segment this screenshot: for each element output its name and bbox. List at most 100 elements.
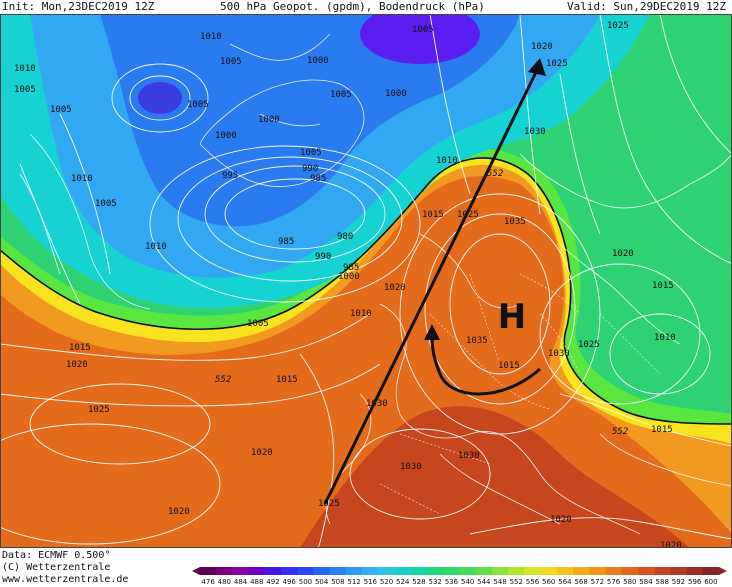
isobar-label: 1020 [660,541,682,548]
isobar-label: 1000 [215,131,237,141]
website-link[interactable]: www.wetterzentrale.de [2,574,129,585]
isobar-label: 1025 [318,499,340,509]
legend-tick-label: 484 [234,578,248,585]
isobar-label: 1020 [168,507,190,517]
map-header: Init: Mon,23DEC2019 12Z 500 hPa Geopot. … [0,0,732,14]
legend-tick-label: 488 [250,578,263,585]
curved-arrow-head [424,324,440,340]
legend-tick-label: 572 [591,578,604,585]
legend-swatch [297,567,315,575]
isobar-labels: 1010 1010 1005 1005 1005 1005 1000 1005 … [14,21,682,548]
legend-tick-label: 492 [266,578,279,585]
field-purple-low [360,14,480,64]
legend-tick-label: 524 [396,578,410,585]
legend-swatch [524,567,542,575]
legend-swatch [508,567,525,575]
isobar-label: 1020 [66,360,88,370]
legend-swatch [621,567,639,575]
legend-tick-label: 568 [574,578,587,585]
data-source: Data: ECMWF 0.500° [2,550,111,561]
legend-swatch [264,567,282,575]
legend-tick-label: 536 [445,578,459,585]
isobar-label: 1005 [330,90,352,100]
legend-arrow-left [192,567,200,575]
isobar-label: 1010 [145,242,167,252]
isobar-label: 1020 [550,515,572,525]
isobar-label: 1025 [578,340,600,350]
isobar-label: 985 [343,263,359,273]
legend-swatch [654,567,671,575]
isobar-label: 985 [310,174,326,184]
legend-tick-label: 552 [510,578,523,585]
legend-swatch [394,567,412,575]
legend-swatch [427,567,444,575]
legend-swatch [670,567,688,575]
legend-swatch [329,567,347,575]
legend-arrow-right [719,567,727,575]
legend-swatch [459,567,477,575]
copyright: (C) Wetterzentrale [2,562,111,573]
isobar-label: 1020 [384,283,406,293]
legend-swatch [232,567,250,575]
legend-tick-label: 544 [477,578,491,585]
isobar-label: 1030 [400,462,422,472]
isobar-label: 990 [315,252,331,262]
legend-tick-label: 532 [428,578,441,585]
isobar-label: 1015 [276,375,298,385]
legend-tick-label: 516 [364,578,378,585]
legend-tick-label: 588 [656,578,669,585]
isobar-label: 1025 [546,59,568,69]
legend-swatch [573,567,590,575]
isobar-label: 1005 [247,319,269,329]
color-legend: 476 480 484 488 492 496 500 504 508 512 516 520 524 5… [192,567,727,585]
coastlines [19,33,732,535]
isobar-label: 1000 [258,115,280,125]
isobar-label: 1020 [251,448,273,458]
legend-swatch [589,567,606,575]
legend-swatch [345,567,363,575]
legend-tick-label: 576 [607,578,621,585]
isobar-label: 1025 [457,210,479,220]
isobar-label: 1010 [14,64,36,74]
legend-tick-label: 580 [623,578,636,585]
isobar-label: 1035 [466,336,488,346]
isobar-label: 1000 [338,272,360,282]
legend-swatch [378,567,396,575]
legend-tick-label: 592 [672,578,685,585]
geopotential-label: 552 [612,427,628,437]
isobar-label: 1005 [95,199,117,209]
isobar-label: 1015 [422,210,444,220]
isobar-label: 1020 [612,249,634,259]
legend-tick-label: 584 [639,578,653,585]
isobar-label: 1005 [187,100,209,110]
geopotential-label: 552 [215,375,231,385]
legend-swatch [443,567,460,575]
geopotential-label: 552 [487,169,503,179]
legend-swatch [200,567,217,575]
isobar-label: 1005 [50,105,72,115]
legend-tick-label: 512 [347,578,360,585]
legend-swatch [281,567,298,575]
arrow-heads [424,58,546,340]
legend-tick-label: 540 [461,578,474,585]
isobar-label: 1020 [531,42,553,52]
isobar-label: 1010 [200,32,222,42]
isobar-label: 980 [337,232,353,242]
isobar-label: 1010 [71,174,93,184]
legend-tick-label: 476 [201,578,215,585]
contour-552 [0,157,732,425]
isobar-label: 1015 [652,281,674,291]
flow-arrows [323,63,542,505]
init-time-label: Init: Mon,23DEC2019 12Z [2,0,155,13]
legend-tick-label: 528 [412,578,425,585]
weather-map: H 552 552 552 1010 1010 1005 1005 1005 1… [0,14,732,548]
isobar-label: 1025 [607,21,629,31]
legend-swatch [362,567,379,575]
isobar-label: 1005 [220,57,242,67]
long-arrow-head [528,58,546,76]
field-purple-low-west [138,82,182,114]
legend-tick-label: 500 [299,578,312,585]
isobar-label: 1015 [651,425,673,435]
long-arrow [323,63,542,505]
valid-time-label: Valid: Sun,29DEC2019 12Z [567,0,726,13]
